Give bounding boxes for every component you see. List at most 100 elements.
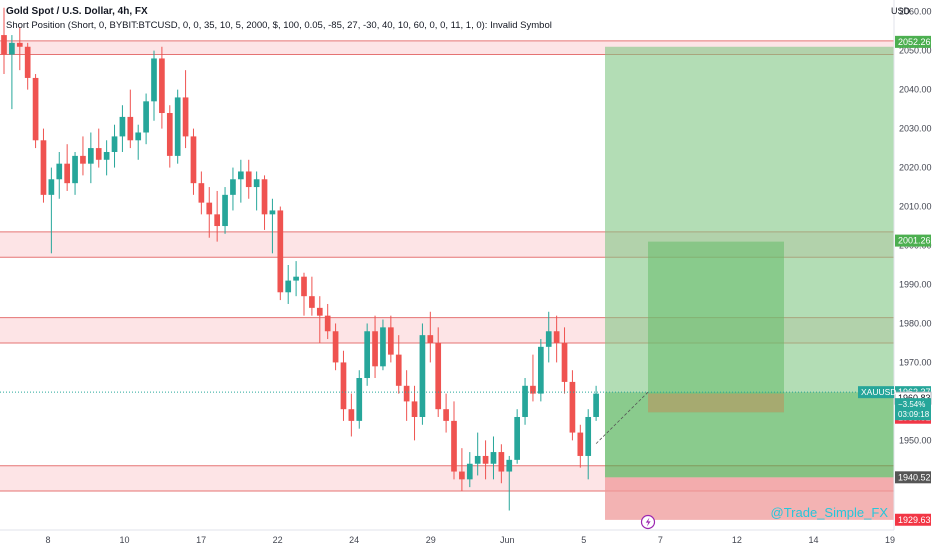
candle[interactable] [277,206,284,301]
candle[interactable] [198,171,205,215]
symbol-tag: XAUUSD [858,386,896,399]
candle[interactable] [151,50,157,121]
candle[interactable] [174,89,181,164]
candle[interactable] [372,315,378,379]
candle[interactable] [522,378,528,425]
candle[interactable] [506,455,513,511]
candle[interactable] [340,350,347,421]
candle[interactable] [143,93,149,145]
candle[interactable] [293,261,299,297]
candle[interactable] [222,187,228,234]
inner-position-target-zone[interactable] [648,241,784,413]
candle[interactable] [388,315,394,363]
candle[interactable] [103,140,110,176]
candle[interactable] [348,393,355,437]
candle-body [135,132,142,141]
candle[interactable] [593,385,599,421]
candle[interactable] [32,74,39,149]
candle-body [538,346,544,394]
candle[interactable] [427,311,434,363]
candle-body [309,296,315,308]
candle[interactable] [119,105,126,152]
inner-position-stop-zone[interactable] [648,393,784,413]
candle[interactable] [111,124,118,168]
candle[interactable] [64,144,70,191]
candle[interactable] [380,319,386,371]
author-watermark: @Trade_Simple_FX [770,505,888,520]
candle[interactable] [332,323,339,371]
candle[interactable] [127,89,134,149]
indicator-legend[interactable]: Short Position (Short, 0, BYBIT:BTCUSD, … [6,20,552,31]
candle[interactable] [356,370,363,429]
candle[interactable] [498,444,505,484]
candle-body [403,385,410,402]
y-tick-label: 1950.00 [899,435,932,445]
candle[interactable] [324,303,331,340]
candle[interactable] [395,335,402,394]
candle-body [80,155,86,164]
candle[interactable] [538,339,544,402]
candle[interactable] [482,440,489,480]
candle[interactable] [309,276,315,316]
candle[interactable] [190,128,197,195]
candle[interactable] [490,436,497,480]
candle[interactable] [182,70,189,149]
candle[interactable] [230,167,236,211]
candle[interactable] [403,370,410,421]
candle[interactable] [214,190,220,242]
candle[interactable] [95,128,102,168]
candle[interactable] [1,7,7,75]
position-layer [595,46,894,520]
candle[interactable] [459,448,465,492]
candle[interactable] [514,409,520,464]
candle[interactable] [56,151,63,199]
time-axis[interactable]: 8 10 17 22 24 29 Jun 5 7 12 14 19 [45,535,895,545]
candle[interactable] [24,42,31,90]
candle[interactable] [245,159,252,199]
candle[interactable] [585,409,592,480]
candle-body [40,140,47,195]
candle[interactable] [80,136,86,176]
candle[interactable] [166,105,173,168]
candle[interactable] [451,401,457,480]
candle-body [356,378,363,421]
candle[interactable] [435,327,442,417]
candle[interactable] [545,311,552,363]
candle[interactable] [301,272,307,316]
candle[interactable] [159,46,165,129]
candle[interactable] [48,167,55,254]
candle[interactable] [474,432,481,476]
candle[interactable] [88,132,94,184]
x-tick-label: 12 [732,535,742,545]
candle-body [285,280,292,293]
candle[interactable] [419,323,426,425]
price-tag-text: 1940.52 [898,472,931,482]
candle[interactable] [285,265,292,304]
candle[interactable] [561,327,568,394]
candle[interactable] [269,198,276,254]
candle[interactable] [553,315,560,363]
candle[interactable] [72,151,78,195]
candle[interactable] [364,323,370,386]
candle[interactable] [443,393,449,433]
candle[interactable] [40,128,47,203]
candle[interactable] [9,35,15,110]
candle[interactable] [411,385,418,441]
price-tags: 2052.262001.261962.371960.831955.811940.… [858,35,932,526]
candle[interactable] [261,175,268,230]
candle[interactable] [316,296,323,343]
candle[interactable] [577,424,584,468]
candle-body [159,58,165,114]
candle[interactable] [16,27,23,71]
candle[interactable] [238,159,244,203]
long-position-stop-zone[interactable] [605,477,894,520]
x-tick-label: 22 [273,535,283,545]
candle[interactable] [466,452,473,488]
candle[interactable] [569,370,576,441]
candle[interactable] [530,354,536,402]
candle[interactable] [135,124,142,160]
candle[interactable] [253,171,260,211]
candle[interactable] [206,187,213,238]
lightning-icon[interactable] [640,514,656,530]
